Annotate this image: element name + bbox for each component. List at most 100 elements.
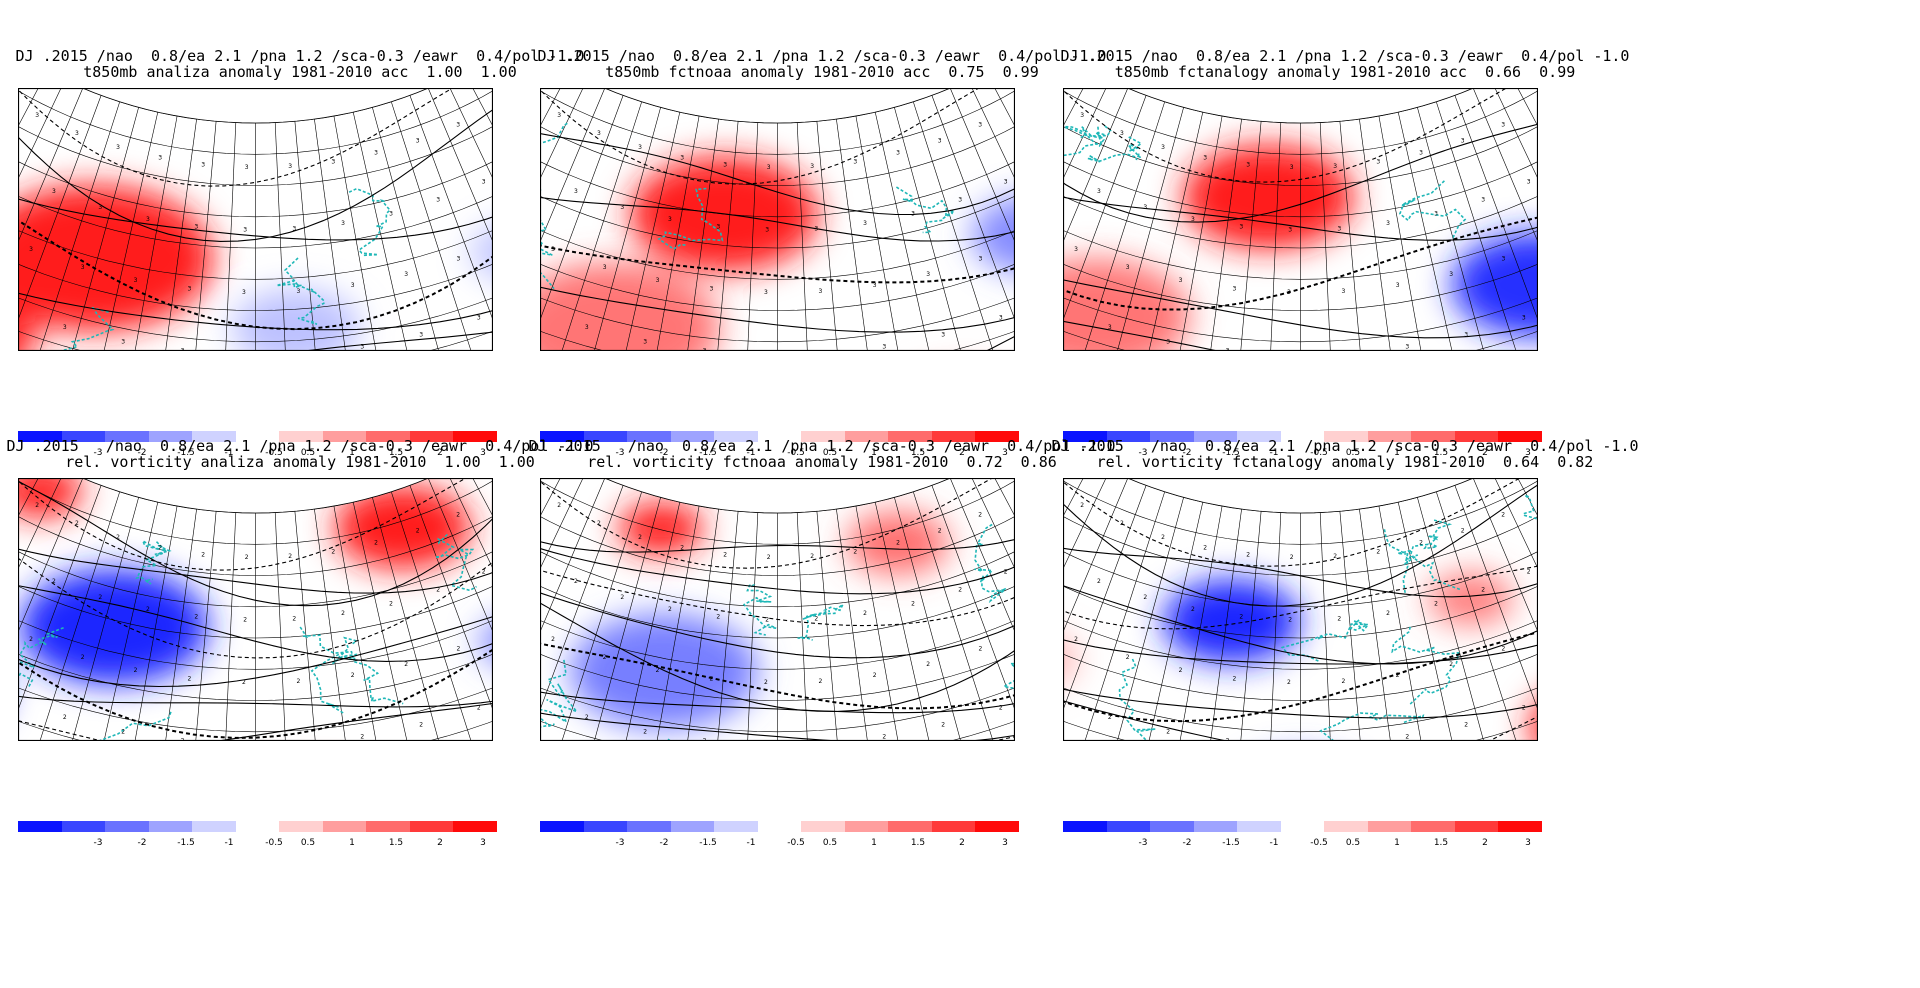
svg-text:3: 3: [1342, 288, 1346, 295]
svg-text:3: 3: [1233, 286, 1237, 293]
colorbar-swatch: [583, 431, 627, 442]
svg-text:2: 2: [1074, 636, 1078, 643]
svg-text:3: 3: [1461, 137, 1465, 144]
colorbar-label: 1.5: [388, 838, 404, 848]
svg-text:2: 2: [1161, 534, 1165, 541]
svg-text:3: 3: [243, 227, 247, 234]
svg-text:3: 3: [764, 289, 768, 296]
anomaly-shading: 2222222222222222222222222222222222222222…: [540, 478, 1015, 741]
svg-text:2: 2: [1376, 548, 1380, 555]
svg-text:2: 2: [297, 678, 301, 685]
colorbar-label: 1: [1394, 838, 1400, 848]
colorbar-swatch: [279, 821, 323, 832]
svg-text:2: 2: [574, 578, 578, 585]
svg-text:2: 2: [360, 734, 364, 741]
svg-text:3: 3: [374, 150, 378, 157]
colorbar-label: 3: [480, 448, 486, 458]
svg-text:2: 2: [1501, 511, 1505, 518]
panel-title-variable: rel. vorticity fctanalogy anomaly 1981-2…: [1096, 453, 1594, 471]
polar-sector-map: 2222222222222222222222222222222222222222…: [1063, 478, 1538, 741]
lat-lon-grid: [1063, 478, 1538, 741]
colorbar-label: 2: [959, 448, 965, 458]
colorbar-swatch: [1324, 431, 1368, 442]
svg-text:2: 2: [201, 551, 205, 558]
colorbar-label: 0.5: [822, 838, 838, 848]
svg-text:2: 2: [926, 661, 930, 668]
grid-value-labels: 2222222222222222222222222222222222222222…: [1074, 502, 1531, 741]
colorbar-label: 1: [871, 838, 877, 848]
colorbar-swatch: [1150, 821, 1194, 832]
colorbar-label: 2: [437, 838, 443, 848]
colorbar-label: 3: [480, 838, 486, 848]
svg-text:2: 2: [1481, 587, 1485, 594]
svg-text:2: 2: [620, 594, 624, 601]
colorbar-label: -1: [224, 448, 234, 458]
svg-text:3: 3: [29, 246, 33, 253]
panel-title-variable: t850mb fctanalogy anomaly 1981-2010 acc …: [1114, 63, 1576, 81]
polar-sector-map: 2222222222222222222222222222222222222222…: [540, 478, 1015, 741]
colorbar-label: -2: [1182, 448, 1192, 458]
map-panel-p2: DJ .2015 /nao 0.8/ea 2.1 /pna 1.2 /sca-0…: [512, 0, 1132, 480]
colorbar-label: 3: [1002, 838, 1008, 848]
colorbar-label: 1.5: [910, 448, 926, 458]
colorbar-swatch: [453, 431, 497, 442]
svg-text:2: 2: [1386, 610, 1390, 617]
svg-text:3: 3: [1226, 348, 1230, 351]
map-frame: [1063, 478, 1538, 741]
svg-text:3: 3: [456, 121, 460, 128]
svg-text:2: 2: [1434, 600, 1438, 607]
colorbar-swatch: [366, 821, 410, 832]
colorbar-swatch: [1063, 821, 1107, 832]
svg-text:2: 2: [1080, 502, 1084, 509]
colorbar-swatch: [192, 821, 236, 832]
svg-text:3: 3: [1290, 164, 1294, 171]
panel-title-indices: DJ .2015 /nao 0.8/ea 2.1 /pna 1.2 /sca-0…: [15, 47, 585, 65]
svg-text:2: 2: [1203, 545, 1207, 552]
svg-text:3: 3: [35, 112, 39, 119]
svg-text:2: 2: [1097, 578, 1101, 585]
svg-text:2: 2: [597, 520, 601, 527]
svg-text:2: 2: [767, 554, 771, 561]
colorbar-label: -0.5: [1310, 448, 1328, 458]
svg-text:2: 2: [1337, 616, 1341, 623]
svg-text:3: 3: [1074, 246, 1078, 253]
svg-text:3: 3: [656, 277, 660, 284]
svg-text:3: 3: [146, 216, 150, 223]
svg-text:2: 2: [656, 667, 660, 674]
svg-text:3: 3: [1481, 197, 1485, 204]
svg-text:3: 3: [680, 155, 684, 162]
panel-title-variable: t850mb fctnoaa anomaly 1981-2010 acc 0.7…: [605, 63, 1039, 81]
svg-text:3: 3: [863, 220, 867, 227]
svg-text:2: 2: [1233, 676, 1237, 683]
colorbar-swatch: [1367, 821, 1411, 832]
svg-text:2: 2: [1288, 617, 1292, 624]
svg-text:3: 3: [416, 137, 420, 144]
svg-text:3: 3: [1191, 216, 1195, 223]
svg-text:3: 3: [1288, 227, 1292, 234]
contour-lines: [1063, 478, 1538, 741]
svg-text:3: 3: [643, 338, 647, 345]
svg-text:2: 2: [1464, 722, 1468, 729]
grid-value-labels: 2222222222222222222222222222222222222222…: [29, 502, 486, 741]
colorbar-label: 3: [1525, 838, 1531, 848]
colorbar-swatch: [61, 431, 105, 442]
map-panel-p1: DJ .2015 /nao 0.8/ea 2.1 /pna 1.2 /sca-0…: [0, 0, 610, 480]
svg-text:2: 2: [116, 534, 120, 541]
svg-text:2: 2: [188, 676, 192, 683]
colorbar-swatch: [844, 821, 888, 832]
svg-text:3: 3: [389, 210, 393, 217]
colorbar-label: 0.5: [300, 448, 316, 458]
polar-sector-map: 2222222222222222222222222222222222222222…: [18, 478, 493, 741]
colorbar-swatch: [1498, 821, 1542, 832]
colorbar-label: -1.5: [177, 838, 195, 848]
colorbar-swatch: [148, 431, 192, 442]
colorbar-label: -2: [137, 838, 147, 848]
positive-anomaly-region: [540, 262, 720, 351]
svg-text:3: 3: [1179, 277, 1183, 284]
colorbar-swatch: [1454, 821, 1498, 832]
map-panel-p5: DJ .2015 /nao 0.8/ea 2.1 /pna 1.2 /sca-0…: [512, 390, 1132, 870]
svg-text:3: 3: [1522, 315, 1526, 322]
colorbar-label: -3: [615, 838, 625, 848]
colorbar-label: 1.5: [1433, 448, 1449, 458]
svg-text:3: 3: [75, 130, 79, 137]
